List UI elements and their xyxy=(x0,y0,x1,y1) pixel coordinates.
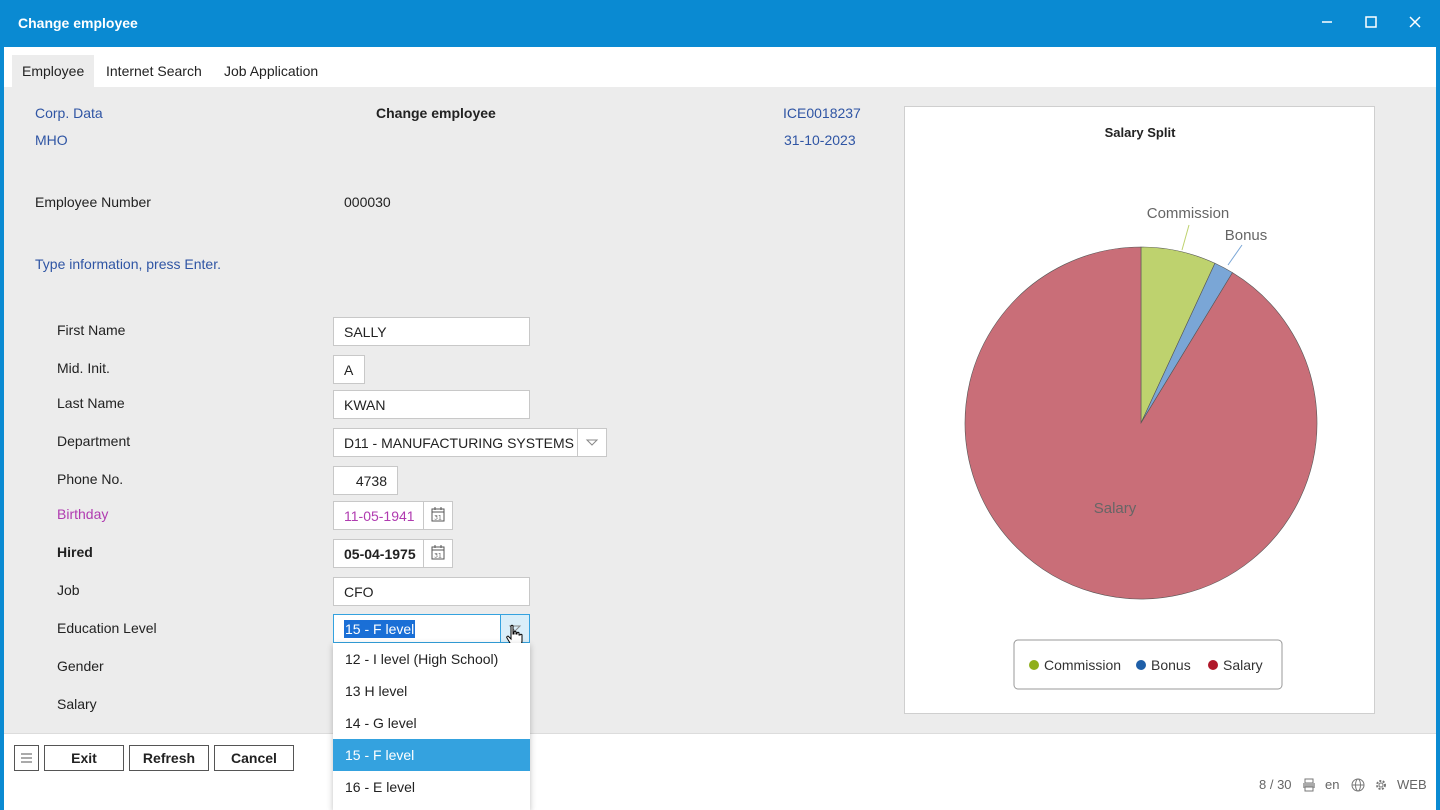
legend-marker-bonus xyxy=(1136,660,1146,670)
mid-init-field[interactable]: A xyxy=(333,355,365,384)
mid-init-label: Mid. Init. xyxy=(57,360,110,376)
tab-bar: Employee Internet Search Job Application xyxy=(4,47,1436,87)
program-code: ICE0018237 xyxy=(783,105,861,121)
last-name-label: Last Name xyxy=(57,395,125,411)
slice-label-bonus: Bonus xyxy=(1225,227,1268,244)
exit-button[interactable]: Exit xyxy=(44,745,124,771)
minimize-icon xyxy=(1322,21,1332,23)
first-name-label: First Name xyxy=(57,322,126,338)
slice-label-commission: Commission xyxy=(1147,205,1230,222)
hamburger-menu-icon xyxy=(21,753,32,763)
birthday-calendar-button[interactable]: 31 xyxy=(423,501,453,530)
dropdown-option-selected[interactable]: 15 - F level xyxy=(333,739,530,771)
minimize-button[interactable] xyxy=(1315,12,1339,36)
department-field[interactable]: D11 - MANUFACTURING SYSTEMS xyxy=(333,428,578,457)
pie-slice-salary[interactable] xyxy=(964,246,1318,600)
hired-field[interactable]: 05-04-1975 xyxy=(333,539,424,568)
chart-legend-box xyxy=(1013,639,1283,690)
legend-marker-salary xyxy=(1208,660,1218,670)
title-bar: Change employee xyxy=(0,0,1440,47)
user-id: MHO xyxy=(35,132,68,148)
education-level-label: Education Level xyxy=(57,620,157,636)
employee-number-label: Employee Number xyxy=(35,194,151,210)
salary-label: Salary xyxy=(57,696,97,712)
instruction-text: Type information, press Enter. xyxy=(35,256,221,272)
legend-label-bonus[interactable]: Bonus xyxy=(1151,657,1191,673)
globe-icon[interactable] xyxy=(1351,778,1365,792)
calendar-icon: 31 xyxy=(431,545,445,560)
legend-label-commission[interactable]: Commission xyxy=(1044,657,1121,673)
gear-icon[interactable] xyxy=(1374,778,1388,792)
window-title: Change employee xyxy=(18,15,138,31)
legend-marker-commission xyxy=(1029,660,1039,670)
birthday-field[interactable]: 11-05-1941 xyxy=(333,501,424,530)
salary-split-chart: Salary Split Commission Bonus Salary Commi… xyxy=(904,106,1375,714)
gender-label: Gender xyxy=(57,658,104,674)
dropdown-option[interactable]: 14 - G level xyxy=(345,715,417,731)
birthday-label: Birthday xyxy=(57,506,109,522)
chevron-down-icon xyxy=(585,439,599,446)
hired-calendar-button[interactable]: 31 xyxy=(423,539,453,568)
maximize-icon xyxy=(1365,16,1377,28)
department-dropdown-button[interactable] xyxy=(577,428,607,457)
slice-leader-line xyxy=(1227,244,1243,266)
education-dropdown-list: 12 - I level (High School) 13 H level 14… xyxy=(333,643,530,810)
window-frame-left xyxy=(0,47,4,810)
svg-text:31: 31 xyxy=(434,515,442,522)
current-date: 31-10-2023 xyxy=(784,132,856,148)
page-title: Change employee xyxy=(376,105,496,121)
department-label: Department xyxy=(57,433,131,449)
corp-data-link[interactable]: Corp. Data xyxy=(35,105,103,121)
slice-label-salary: Salary xyxy=(1094,500,1137,517)
first-name-field[interactable]: SALLY xyxy=(333,317,530,346)
language-indicator[interactable]: en xyxy=(1325,777,1340,792)
window-frame-right xyxy=(1436,47,1440,810)
dropdown-option[interactable]: 12 - I level (High School) xyxy=(345,651,499,667)
education-level-selected-text: 15 - F level xyxy=(344,620,416,638)
mode-indicator: WEB xyxy=(1397,777,1427,792)
refresh-button[interactable]: Refresh xyxy=(129,745,209,771)
pie-chart-svg: Salary Split Commission Bonus Salary Commi… xyxy=(964,125,1318,690)
job-field[interactable]: CFO xyxy=(333,577,530,606)
calendar-icon: 31 xyxy=(431,507,445,522)
tab-internet-search[interactable]: Internet Search xyxy=(106,63,202,79)
printer-icon[interactable] xyxy=(1302,778,1316,792)
page-indicator: 8 / 30 xyxy=(1259,777,1292,792)
hired-label: Hired xyxy=(57,544,93,560)
close-icon xyxy=(1409,16,1421,28)
tab-job-application[interactable]: Job Application xyxy=(224,63,319,79)
close-button[interactable] xyxy=(1403,12,1427,36)
education-level-field[interactable]: 15 - F level xyxy=(333,614,501,643)
legend-label-salary[interactable]: Salary xyxy=(1223,657,1263,673)
maximize-button[interactable] xyxy=(1359,12,1383,36)
employee-number-value: 000030 xyxy=(344,194,391,210)
dropdown-option[interactable]: 16 - E level xyxy=(345,779,416,795)
cancel-button[interactable]: Cancel xyxy=(214,745,294,771)
svg-text:31: 31 xyxy=(434,553,442,560)
tab-employee[interactable]: Employee xyxy=(12,55,95,87)
phone-label: Phone No. xyxy=(57,471,124,487)
slice-leader-line xyxy=(1181,224,1190,251)
job-label: Job xyxy=(57,582,80,598)
dropdown-option[interactable]: 13 H level xyxy=(345,683,408,699)
phone-field[interactable]: 4738 xyxy=(333,466,398,495)
last-name-field[interactable]: KWAN xyxy=(333,390,530,419)
menu-button[interactable] xyxy=(14,745,39,771)
chart-title: Salary Split xyxy=(1105,125,1176,140)
